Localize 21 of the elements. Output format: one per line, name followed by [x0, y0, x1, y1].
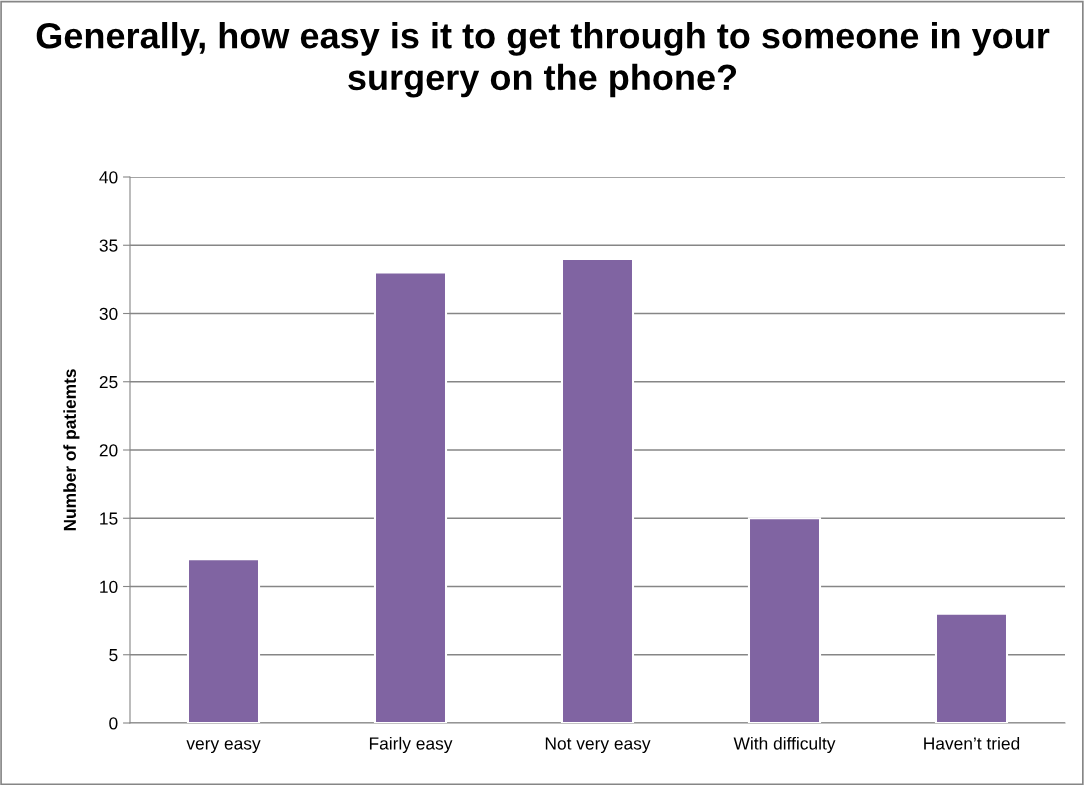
chart-title: Generally, how easy is it to get through to someone in your surgery on the phone? [36, 22, 1050, 98]
y-tick-label: 0 [109, 717, 118, 730]
bar [934, 612, 1009, 723]
y-tick-label: 15 [100, 512, 118, 525]
bar [186, 558, 261, 723]
y-tick-label: 35 [99, 239, 118, 252]
x-tick-label: Haven’t tried [924, 736, 1020, 750]
x-tick-label: Not very easy [545, 737, 651, 754]
y-tick-label: 25 [99, 375, 118, 389]
x-tick-label: Fairly easy [369, 736, 453, 754]
x-tick-label: With difficulty [733, 736, 836, 754]
bar [747, 517, 822, 723]
y-tick-label: 30 [99, 307, 118, 320]
y-tick-label: 10 [100, 580, 118, 593]
x-tick-label: very easy [186, 740, 261, 754]
y-tick-label: 20 [99, 444, 118, 457]
y-axis-title: Number of patiemts [63, 369, 80, 531]
bar [373, 271, 448, 723]
y-tick-label: 40 [99, 171, 118, 184]
bar [560, 257, 635, 723]
y-tick-label: 5 [109, 649, 118, 662]
